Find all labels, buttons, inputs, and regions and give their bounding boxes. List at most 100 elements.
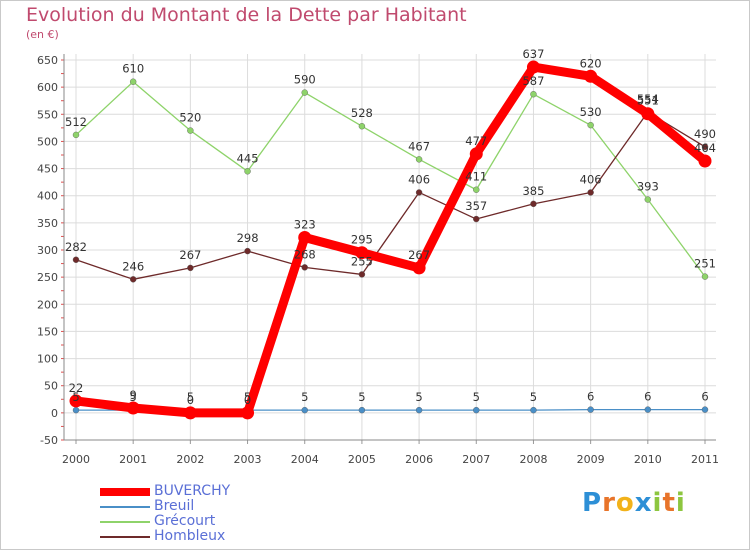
data-point-buverchy bbox=[584, 69, 598, 83]
y-tick-label: 400 bbox=[37, 190, 58, 203]
data-label-grcourt: 528 bbox=[351, 106, 373, 120]
logo-letter: o bbox=[615, 488, 635, 518]
data-point-grcourt bbox=[644, 196, 652, 203]
data-point-buverchy bbox=[469, 147, 483, 161]
legend-label-grcourt: Grécourt bbox=[154, 513, 216, 529]
data-point-breuil bbox=[358, 406, 366, 414]
data-label-grcourt: 520 bbox=[179, 111, 201, 125]
legend-swatch-buverchy bbox=[100, 488, 150, 496]
data-point-hombleux bbox=[415, 189, 423, 196]
data-point-buverchy bbox=[241, 406, 255, 420]
y-tick-label: 300 bbox=[37, 244, 58, 257]
data-label-grcourt: 445 bbox=[237, 151, 259, 165]
data-label-hombleux: 298 bbox=[237, 231, 259, 245]
proxiti-logo: Proxiti bbox=[582, 488, 686, 518]
data-point-hombleux bbox=[473, 215, 480, 223]
logo-letter: x bbox=[634, 488, 653, 518]
data-point-grcourt bbox=[587, 121, 594, 129]
data-point-grcourt bbox=[415, 156, 423, 163]
data-point-buverchy bbox=[355, 246, 369, 260]
y-tick-label: 550 bbox=[37, 108, 58, 121]
y-tick-label: 450 bbox=[37, 163, 58, 176]
x-tick-label: 2006 bbox=[405, 453, 433, 466]
data-point-buverchy bbox=[526, 60, 540, 74]
data-label-hombleux: 282 bbox=[65, 240, 87, 254]
data-label-breuil: 5 bbox=[415, 390, 422, 404]
data-point-breuil bbox=[530, 406, 537, 414]
legend-swatch-grcourt bbox=[100, 521, 150, 523]
legend-label-hombleux: Hombleux bbox=[154, 528, 226, 544]
y-tick-label: 500 bbox=[37, 135, 58, 148]
series-line-hombleux bbox=[75, 111, 706, 280]
data-point-hombleux bbox=[701, 143, 709, 151]
data-label-breuil: 5 bbox=[244, 390, 251, 404]
chart-title: Evolution du Montant de la Dette par Hab… bbox=[26, 4, 467, 26]
data-point-hombleux bbox=[72, 256, 80, 263]
data-point-buverchy bbox=[298, 231, 312, 245]
x-tick-label: 2008 bbox=[519, 453, 547, 466]
legend-swatch-hombleux bbox=[100, 536, 150, 538]
data-label-buverchy: 22 bbox=[69, 381, 84, 395]
data-point-buverchy bbox=[412, 261, 426, 275]
data-label-buverchy: 464 bbox=[694, 141, 716, 155]
data-label-breuil: 5 bbox=[187, 390, 194, 404]
logo-letter: i bbox=[652, 488, 663, 518]
data-point-hombleux bbox=[301, 264, 308, 271]
data-label-breuil: 5 bbox=[72, 390, 79, 404]
data-label-buverchy: 9 bbox=[130, 388, 137, 402]
data-label-grcourt: 467 bbox=[408, 139, 430, 153]
y-tick-label: 150 bbox=[37, 325, 58, 338]
logo-letter: r bbox=[602, 488, 616, 518]
data-label-breuil: 5 bbox=[130, 390, 137, 404]
data-label-grcourt: 251 bbox=[694, 257, 716, 271]
data-point-buverchy bbox=[69, 394, 83, 408]
data-label-grcourt: 530 bbox=[580, 105, 602, 119]
data-label-grcourt: 587 bbox=[522, 74, 544, 88]
logo-letter: P bbox=[582, 488, 603, 518]
data-label-grcourt: 393 bbox=[637, 180, 659, 194]
data-label-hombleux: 357 bbox=[465, 199, 487, 213]
data-point-breuil bbox=[701, 406, 709, 413]
legend-swatch-breuil bbox=[100, 506, 150, 508]
data-label-hombleux: 255 bbox=[351, 254, 373, 268]
data-label-buverchy: 637 bbox=[522, 47, 544, 61]
data-label-breuil: 6 bbox=[587, 390, 594, 404]
logo-letter: i bbox=[675, 488, 686, 518]
data-point-hombleux bbox=[587, 189, 594, 196]
data-point-grcourt bbox=[358, 123, 366, 130]
data-point-buverchy bbox=[126, 401, 140, 415]
data-point-grcourt bbox=[301, 89, 308, 96]
series-line-grcourt bbox=[75, 81, 706, 278]
x-tick-label: 2001 bbox=[119, 453, 147, 466]
data-label-hombleux: 406 bbox=[408, 172, 430, 186]
y-tick-label: 350 bbox=[37, 217, 58, 230]
data-point-hombleux bbox=[129, 276, 137, 283]
logo-letter: t bbox=[662, 488, 676, 518]
x-tick-label: 2000 bbox=[62, 453, 90, 466]
data-point-grcourt bbox=[473, 186, 480, 193]
data-label-hombleux: 490 bbox=[694, 127, 716, 141]
data-label-buverchy: 0 bbox=[244, 393, 251, 407]
data-point-breuil bbox=[644, 406, 652, 413]
legend-label-buverchy: BUVERCHY bbox=[154, 483, 231, 499]
data-label-buverchy: 323 bbox=[294, 218, 316, 232]
y-tick-label: 600 bbox=[37, 81, 58, 94]
data-point-grcourt bbox=[187, 127, 194, 134]
x-tick-label: 2003 bbox=[234, 453, 262, 466]
data-label-buverchy: 551 bbox=[637, 94, 659, 108]
x-tick-label: 2002 bbox=[176, 453, 204, 466]
data-label-grcourt: 512 bbox=[65, 115, 87, 129]
data-label-breuil: 5 bbox=[473, 390, 480, 404]
data-point-hombleux bbox=[530, 200, 537, 208]
x-tick-label: 2009 bbox=[577, 453, 605, 466]
data-point-hombleux bbox=[358, 271, 366, 278]
data-label-buverchy: 295 bbox=[351, 233, 373, 247]
y-tick-label: 0 bbox=[51, 407, 58, 420]
data-label-breuil: 5 bbox=[530, 390, 537, 404]
y-tick-label: 100 bbox=[37, 353, 58, 366]
y-tick-label: -50 bbox=[40, 434, 58, 447]
data-point-breuil bbox=[415, 406, 423, 414]
data-label-breuil: 5 bbox=[301, 390, 308, 404]
data-point-grcourt bbox=[72, 131, 80, 139]
